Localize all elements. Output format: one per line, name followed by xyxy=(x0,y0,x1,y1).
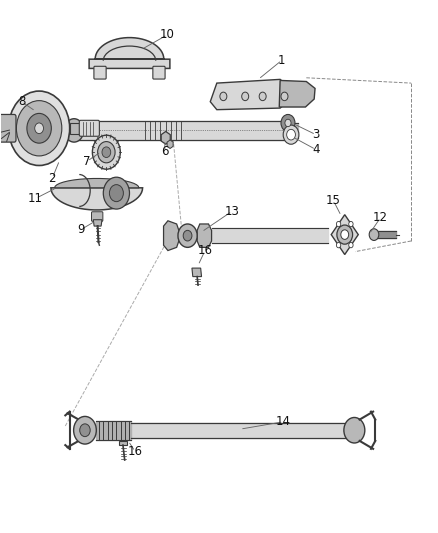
Text: 10: 10 xyxy=(160,28,175,41)
Circle shape xyxy=(80,424,90,437)
Circle shape xyxy=(336,221,341,227)
Circle shape xyxy=(337,225,353,244)
Circle shape xyxy=(35,123,43,134)
Circle shape xyxy=(74,416,96,444)
Polygon shape xyxy=(192,268,201,277)
Polygon shape xyxy=(161,132,170,144)
Text: 6: 6 xyxy=(161,145,169,158)
Polygon shape xyxy=(279,80,315,107)
Circle shape xyxy=(9,91,70,165)
FancyBboxPatch shape xyxy=(0,115,16,142)
Circle shape xyxy=(220,92,227,101)
Polygon shape xyxy=(119,441,127,445)
Text: 15: 15 xyxy=(326,194,341,207)
Polygon shape xyxy=(89,38,170,68)
Text: 12: 12 xyxy=(373,211,388,224)
Polygon shape xyxy=(51,188,143,210)
Circle shape xyxy=(281,115,295,132)
Circle shape xyxy=(27,114,51,143)
Circle shape xyxy=(16,101,62,156)
Circle shape xyxy=(64,119,84,142)
Text: 8: 8 xyxy=(18,95,25,108)
Polygon shape xyxy=(93,220,102,226)
Text: 2: 2 xyxy=(49,172,56,185)
Text: 1: 1 xyxy=(278,54,286,67)
Circle shape xyxy=(92,135,120,169)
Circle shape xyxy=(98,142,115,163)
Text: 13: 13 xyxy=(225,205,240,217)
FancyBboxPatch shape xyxy=(94,66,106,79)
FancyBboxPatch shape xyxy=(79,120,99,136)
Circle shape xyxy=(341,230,349,239)
Polygon shape xyxy=(210,79,289,110)
Circle shape xyxy=(349,243,353,248)
Polygon shape xyxy=(167,140,173,149)
Circle shape xyxy=(183,230,192,241)
Circle shape xyxy=(349,221,353,227)
Text: 14: 14 xyxy=(276,415,291,428)
Circle shape xyxy=(369,229,379,240)
Text: 16: 16 xyxy=(127,445,143,458)
Circle shape xyxy=(103,177,130,209)
Circle shape xyxy=(287,130,295,140)
Circle shape xyxy=(283,125,299,144)
Text: 11: 11 xyxy=(28,192,43,205)
Text: 16: 16 xyxy=(198,244,212,257)
Polygon shape xyxy=(55,179,139,188)
Circle shape xyxy=(344,417,365,443)
Circle shape xyxy=(178,224,197,247)
Circle shape xyxy=(336,243,341,248)
FancyBboxPatch shape xyxy=(92,212,103,221)
Circle shape xyxy=(281,92,288,101)
Polygon shape xyxy=(331,215,358,255)
Text: 3: 3 xyxy=(312,128,320,141)
Polygon shape xyxy=(70,123,81,134)
Polygon shape xyxy=(197,224,212,247)
Circle shape xyxy=(110,184,124,201)
Text: 7: 7 xyxy=(83,155,91,168)
Text: 9: 9 xyxy=(78,223,85,236)
FancyBboxPatch shape xyxy=(153,66,165,79)
Circle shape xyxy=(242,92,249,101)
Circle shape xyxy=(285,119,291,127)
Circle shape xyxy=(102,147,111,158)
Circle shape xyxy=(259,92,266,101)
Text: 4: 4 xyxy=(312,143,320,156)
Polygon shape xyxy=(163,221,179,251)
